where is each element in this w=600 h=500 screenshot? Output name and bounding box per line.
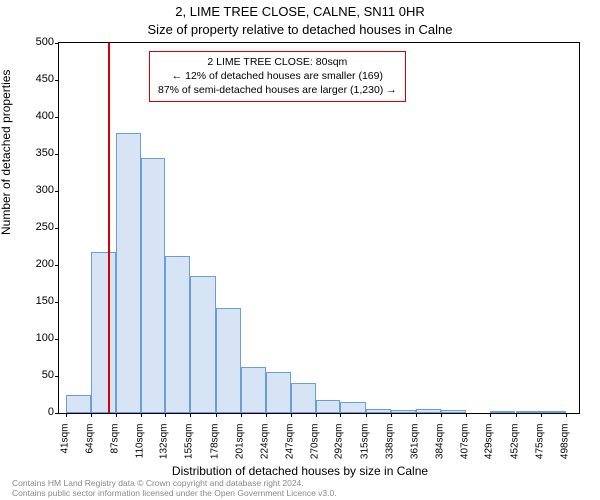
x-tick-label: 384sqm [435, 424, 446, 464]
x-tick [490, 413, 491, 417]
y-tick [55, 80, 59, 81]
annotation-line1: 2 LIME TREE CLOSE: 80sqm [158, 55, 397, 69]
x-tick-label: 475sqm [534, 424, 545, 464]
x-tick-label: 361sqm [409, 424, 420, 464]
histogram-bar [66, 395, 91, 414]
x-tick-label: 452sqm [509, 424, 520, 464]
x-tick [366, 413, 367, 417]
x-tick-label: 292sqm [334, 424, 345, 464]
chart-title-main: 2, LIME TREE CLOSE, CALNE, SN11 0HR [0, 4, 600, 19]
x-tick [416, 413, 417, 417]
y-tick [55, 413, 59, 414]
x-tick-label: 315sqm [359, 424, 370, 464]
annotation-box: 2 LIME TREE CLOSE: 80sqm ← 12% of detach… [149, 51, 406, 102]
annotation-line2: ← 12% of detached houses are smaller (16… [158, 69, 397, 83]
x-tick [91, 413, 92, 417]
footer-text: Contains HM Land Registry data © Crown c… [12, 479, 337, 498]
histogram-bar [266, 372, 291, 413]
x-tick-label: 64sqm [84, 424, 95, 464]
x-tick [340, 413, 341, 417]
y-tick [55, 117, 59, 118]
y-tick-label: 450 [36, 73, 54, 85]
histogram-bar [141, 158, 165, 413]
histogram-bar [366, 409, 391, 413]
y-tick [55, 228, 59, 229]
histogram-bar [241, 367, 266, 413]
x-tick [241, 413, 242, 417]
histogram-bar [441, 410, 466, 413]
histogram-bar [190, 276, 215, 413]
histogram-bar [490, 411, 515, 413]
y-tick [55, 302, 59, 303]
y-tick-label: 50 [42, 369, 54, 381]
x-tick [116, 413, 117, 417]
x-tick [316, 413, 317, 417]
x-tick [190, 413, 191, 417]
histogram-bar [340, 402, 365, 413]
marker-line [108, 43, 110, 413]
x-tick-label: 87sqm [109, 424, 120, 464]
histogram-bar [516, 411, 541, 413]
histogram-bar [291, 383, 316, 413]
x-tick-label: 110sqm [135, 424, 146, 464]
x-tick-label: 429sqm [484, 424, 495, 464]
y-tick-label: 0 [48, 406, 54, 418]
x-tick [541, 413, 542, 417]
histogram-bar [91, 252, 116, 413]
x-tick [566, 413, 567, 417]
x-tick [141, 413, 142, 417]
x-tick [466, 413, 467, 417]
y-tick [55, 265, 59, 266]
y-tick [55, 191, 59, 192]
y-tick-label: 400 [36, 110, 54, 122]
histogram-bar [216, 308, 241, 413]
y-tick-label: 500 [36, 36, 54, 48]
y-tick-label: 250 [36, 221, 54, 233]
histogram-bar [316, 400, 340, 413]
x-tick [165, 413, 166, 417]
x-tick-label: 407sqm [460, 424, 471, 464]
x-tick-label: 247sqm [285, 424, 296, 464]
x-tick-label: 201sqm [234, 424, 245, 464]
y-tick [55, 376, 59, 377]
y-tick-label: 200 [36, 258, 54, 270]
histogram-bar [116, 133, 141, 413]
x-axis-label: Distribution of detached houses by size … [0, 464, 600, 478]
x-tick-label: 155sqm [184, 424, 195, 464]
y-tick-label: 150 [36, 295, 54, 307]
histogram-bar [165, 256, 190, 413]
x-tick [291, 413, 292, 417]
x-tick [391, 413, 392, 417]
x-tick [516, 413, 517, 417]
annotation-line3: 87% of semi-detached houses are larger (… [158, 83, 397, 97]
x-tick-label: 178sqm [209, 424, 220, 464]
x-tick [266, 413, 267, 417]
y-tick-label: 100 [36, 332, 54, 344]
x-tick [216, 413, 217, 417]
x-tick-label: 498sqm [559, 424, 570, 464]
x-tick-label: 224sqm [259, 424, 270, 464]
histogram-bar [416, 409, 441, 413]
y-tick [55, 339, 59, 340]
x-tick-label: 41sqm [59, 424, 70, 464]
y-tick-label: 300 [36, 184, 54, 196]
y-tick [55, 154, 59, 155]
x-tick-label: 338sqm [384, 424, 395, 464]
x-tick [66, 413, 67, 417]
chart-container: 2, LIME TREE CLOSE, CALNE, SN11 0HR Size… [0, 0, 600, 500]
plot-area: 2 LIME TREE CLOSE: 80sqm ← 12% of detach… [58, 42, 580, 414]
y-tick [55, 43, 59, 44]
chart-title-sub: Size of property relative to detached ho… [0, 22, 600, 37]
footer-line2: Contains public sector information licen… [12, 489, 337, 498]
histogram-bar [391, 410, 416, 413]
y-axis-label: Number of detached properties [0, 70, 13, 235]
histogram-bar [541, 411, 566, 413]
x-tick-label: 132sqm [159, 424, 170, 464]
y-tick-label: 350 [36, 147, 54, 159]
x-tick-label: 270sqm [310, 424, 321, 464]
x-tick [441, 413, 442, 417]
